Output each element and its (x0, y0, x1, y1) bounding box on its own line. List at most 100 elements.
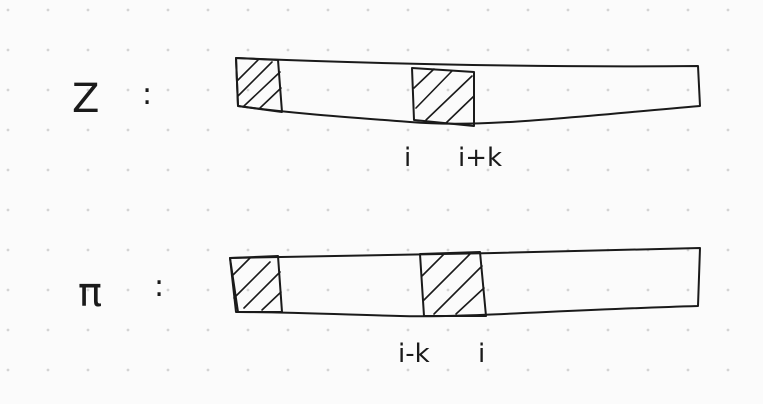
row-z: Z : i i+k (72, 57, 701, 173)
grid-dot (126, 288, 130, 292)
grid-dot (486, 128, 490, 132)
grid-dot (286, 288, 290, 292)
grid-dot (206, 368, 210, 372)
grid-dot (646, 48, 650, 52)
grid-dot (246, 248, 250, 252)
grid-dot (286, 48, 290, 52)
grid-dot (526, 288, 530, 292)
grid-dot (166, 208, 170, 212)
grid-dot (366, 288, 370, 292)
grid-dot (566, 288, 570, 292)
grid-dot (166, 128, 170, 132)
grid-dot (526, 168, 530, 172)
grid-dot (606, 48, 610, 52)
grid-dot (406, 8, 410, 12)
grid-dot (486, 8, 490, 12)
grid-dot (86, 248, 90, 252)
grid-dot (286, 8, 290, 12)
grid-dot (446, 88, 450, 92)
grid-dot (726, 208, 730, 212)
grid-dot (6, 88, 10, 92)
grid-dot (606, 368, 610, 372)
grid-dot (286, 328, 290, 332)
grid-dot (686, 128, 690, 132)
grid-dot (86, 168, 90, 172)
row-pi-strip (229, 247, 701, 318)
row-pi-hatched-block-i-minus-k (419, 251, 487, 317)
grid-dot (686, 288, 690, 292)
grid-dot (86, 128, 90, 132)
grid-dot (126, 88, 130, 92)
grid-dot (406, 88, 410, 92)
grid-dot (206, 288, 210, 292)
grid-dot (726, 328, 730, 332)
grid-dot (246, 168, 250, 172)
grid-dot (566, 208, 570, 212)
grid-dot (606, 328, 610, 332)
grid-dot (606, 208, 610, 212)
grid-dot (446, 8, 450, 12)
grid-dot (486, 168, 490, 172)
grid-dot (326, 88, 330, 92)
grid-dot (566, 88, 570, 92)
grid-dot (126, 128, 130, 132)
grid-dot (606, 128, 610, 132)
grid-dot (206, 168, 210, 172)
grid-dot (446, 288, 450, 292)
grid-dot (686, 208, 690, 212)
dot-grid-background (6, 8, 730, 372)
grid-dot (726, 248, 730, 252)
grid-dot (166, 8, 170, 12)
grid-dot (166, 248, 170, 252)
grid-dot (206, 88, 210, 92)
grid-dot (646, 88, 650, 92)
grid-dot (566, 168, 570, 172)
grid-dot (726, 8, 730, 12)
grid-dot (566, 128, 570, 132)
grid-dot (366, 208, 370, 212)
grid-dot (606, 168, 610, 172)
grid-dot (326, 368, 330, 372)
grid-dot (406, 248, 410, 252)
grid-dot (646, 288, 650, 292)
grid-dot (406, 208, 410, 212)
grid-dot (286, 248, 290, 252)
grid-dot (366, 88, 370, 92)
row-z-colon: : (142, 77, 152, 112)
row-z-label: Z (72, 76, 99, 122)
grid-dot (166, 368, 170, 372)
grid-dot (166, 88, 170, 92)
grid-dot (406, 328, 410, 332)
grid-dot (606, 88, 610, 92)
grid-dot (486, 88, 490, 92)
grid-dot (126, 168, 130, 172)
grid-dot (726, 128, 730, 132)
grid-dot (286, 368, 290, 372)
grid-dot (726, 288, 730, 292)
grid-dot (726, 368, 730, 372)
grid-dot (486, 248, 490, 252)
grid-dot (286, 168, 290, 172)
grid-dot (6, 208, 10, 212)
grid-dot (446, 128, 450, 132)
grid-dot (206, 8, 210, 12)
grid-dot (6, 328, 10, 332)
grid-dot (6, 128, 10, 132)
grid-dot (646, 128, 650, 132)
grid-dot (86, 328, 90, 332)
grid-dot (326, 208, 330, 212)
grid-dot (366, 48, 370, 52)
grid-dot (446, 48, 450, 52)
grid-dot (326, 328, 330, 332)
grid-dot (366, 368, 370, 372)
grid-dot (486, 48, 490, 52)
grid-dot (246, 88, 250, 92)
row-z-strip (235, 57, 701, 125)
grid-dot (646, 8, 650, 12)
grid-dot (46, 368, 50, 372)
grid-dot (486, 208, 490, 212)
grid-dot (246, 288, 250, 292)
grid-dot (166, 48, 170, 52)
row-pi-colon: : (154, 269, 164, 304)
